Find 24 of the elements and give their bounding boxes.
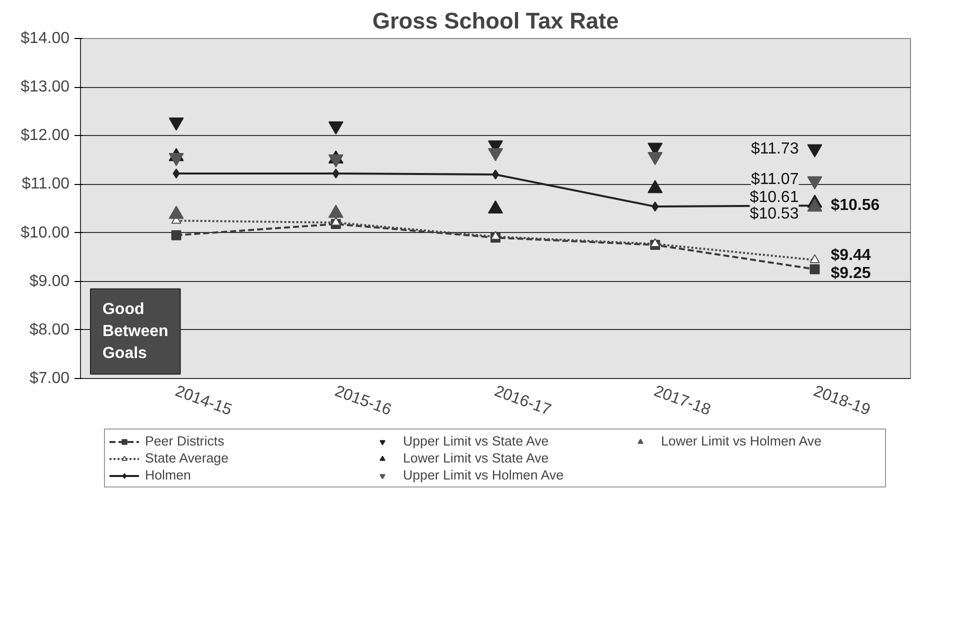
legend-label: Upper Limit vs Holmen Ave — [403, 468, 564, 482]
y-tick-label: $12.00 — [20, 127, 70, 144]
legend-label: State Average — [145, 450, 230, 466]
data-label: $9.44 — [830, 247, 871, 264]
y-tick-label: $11.00 — [22, 176, 70, 193]
legend-label: Peer Districts — [145, 434, 226, 448]
data-label: $11.07 — [750, 170, 799, 188]
legend-label: Holmen — [145, 468, 192, 482]
data-label: $9.25 — [830, 265, 871, 282]
legend-label: Lower Limit vs State Ave — [403, 450, 550, 466]
legend-label: Lower Limit vs Holmen Ave — [661, 434, 822, 448]
data-label: $10.56 — [830, 197, 880, 214]
chart-title: Gross School Tax Rate — [372, 8, 619, 34]
y-tick-label: $13.00 — [20, 78, 70, 96]
legend-label: Upper Limit vs State Ave — [403, 434, 550, 448]
data-label: $10.53 — [750, 206, 799, 223]
y-tick-label: $8.00 — [29, 321, 70, 338]
data-label: $11.73 — [750, 140, 799, 158]
y-tick-label: $10.00 — [20, 224, 70, 242]
y-tick-label: $14.00 — [20, 30, 70, 47]
y-tick-label: $9.00 — [29, 272, 70, 290]
data-label: $10.61 — [750, 188, 799, 206]
annotation: Good Between Goals — [102, 300, 168, 362]
y-tick-label: $7.00 — [29, 370, 70, 387]
